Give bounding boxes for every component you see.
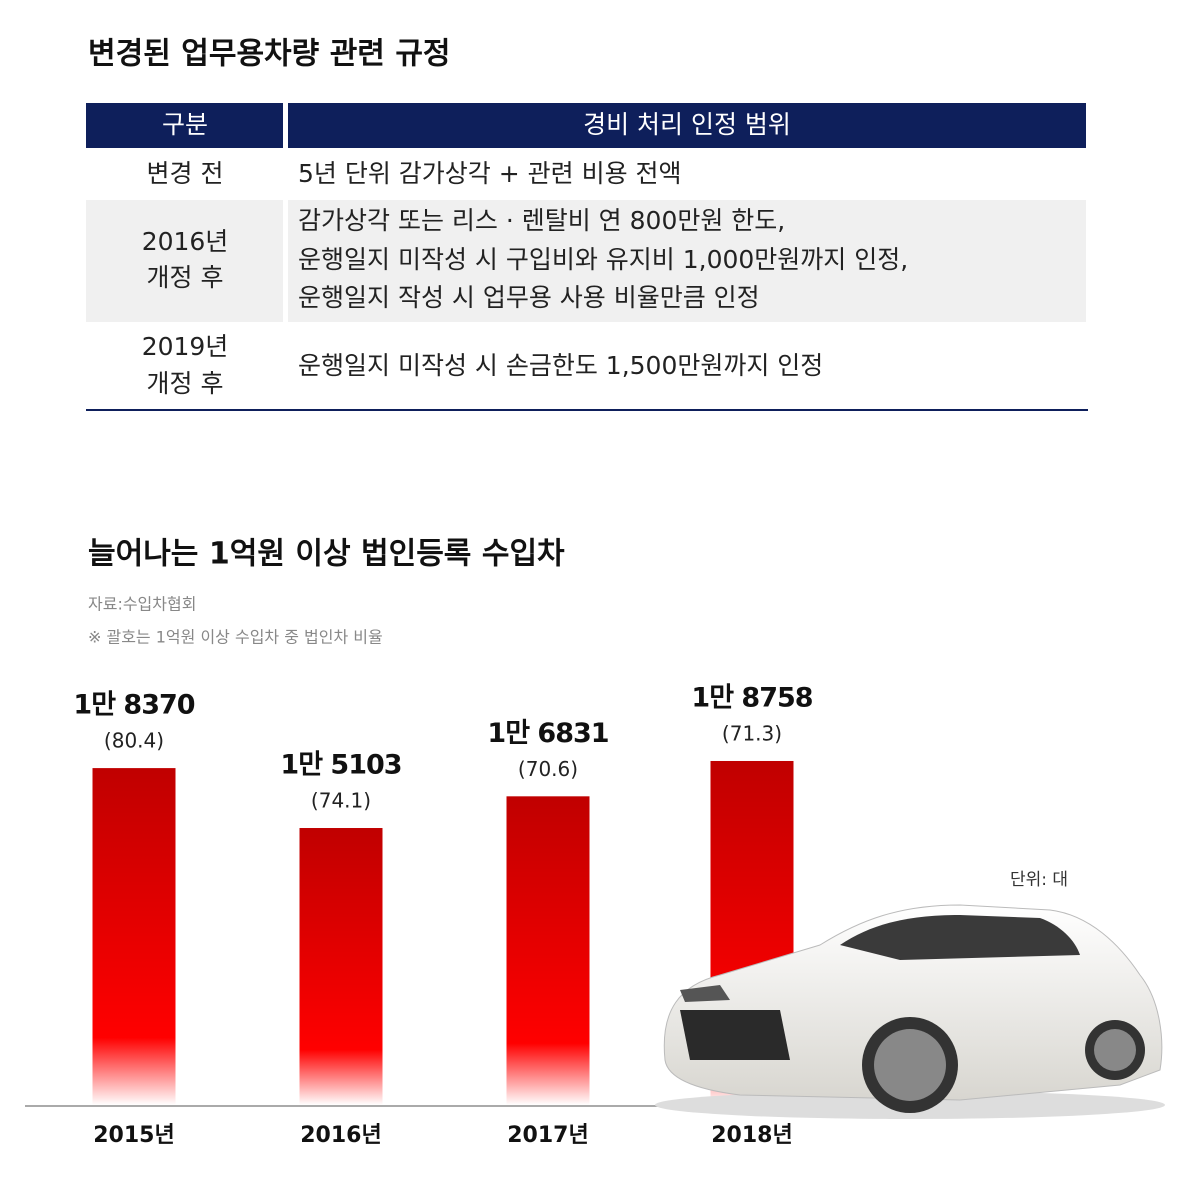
bar	[506, 796, 590, 1105]
cell-text: 2016년	[142, 227, 229, 256]
cell-text: 개정 후	[147, 263, 224, 292]
header-cell	[86, 103, 283, 148]
bar	[299, 828, 383, 1105]
car-illustration	[655, 904, 1165, 1119]
x-tick-label: 2016년	[300, 1123, 381, 1148]
header-cell	[288, 103, 1086, 148]
cell-text: 2019년	[142, 332, 229, 361]
cell-text: 5년 단위 감가상각 + 관련 비용 전액	[298, 159, 682, 188]
header-text: 경비 처리 인정 범위	[583, 110, 791, 139]
cell-text: 운행일지 미작성 시 구입비와 유지비 1,000만원까지 인정,	[298, 245, 908, 274]
cell-text: 운행일지 작성 시 업무용 사용 비율만큼 인정	[298, 283, 760, 312]
value-label: 1만 6831	[487, 718, 608, 749]
note: ※ 괄호는 1억원 이상 수입차 중 법인차 비율	[88, 628, 383, 647]
value-label: 1만 5103	[280, 750, 401, 781]
cell-text: 변경 전	[147, 159, 224, 188]
chart-title: 늘어나는 1억원 이상 법인등록 수입차	[88, 537, 565, 572]
cell-text: 운행일지 미작성 시 손금한도 1,500만원까지 인정	[298, 351, 823, 380]
source: 자료:수입차협회	[88, 595, 196, 614]
bar	[92, 768, 176, 1105]
row-bg	[86, 200, 283, 322]
ratio-label: (71.3)	[722, 721, 782, 745]
ratio-label: (74.1)	[311, 789, 371, 813]
x-tick-label: 2018년	[711, 1123, 792, 1148]
row-bg	[288, 200, 1086, 322]
cell-text: 개정 후	[147, 369, 224, 398]
table-title: 변경된 업무용차량 관련 규정	[88, 37, 451, 72]
value-label: 1만 8758	[691, 682, 812, 713]
unit: 단위: 대	[1010, 870, 1068, 890]
header-text: 구분	[162, 110, 208, 139]
x-tick-label: 2015년	[93, 1123, 174, 1148]
x-tick-label: 2017년	[507, 1123, 588, 1148]
ratio-label: (80.4)	[104, 729, 164, 753]
cell-text: 감가상각 또는 리스 · 렌탈비 연 800만원 한도,	[298, 206, 785, 235]
value-label: 1만 8370	[73, 690, 194, 721]
ratio-label: (70.6)	[518, 757, 578, 781]
